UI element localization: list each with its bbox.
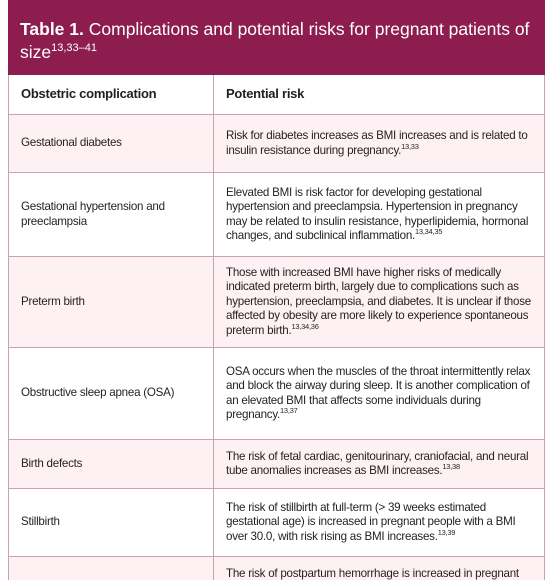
risk-cell: OSA occurs when the muscles of the throa… <box>213 347 545 440</box>
complication-cell: Gestational hypertension and preeclampsi… <box>8 172 214 257</box>
complication-text: Stillbirth <box>21 515 60 529</box>
risk-refs: 13,37 <box>280 406 298 415</box>
complication-cell: Gestational diabetes <box>8 114 214 173</box>
table: Obstetric complication Potential risk Ge… <box>8 75 545 580</box>
risk-text: Elevated BMI is risk factor for developi… <box>226 185 529 243</box>
risk-cell: Those with increased BMI have higher ris… <box>213 256 545 348</box>
table-title-bar: Table 1. Complications and potential ris… <box>8 0 545 75</box>
risk-text: The risk of fetal cardiac, genitourinary… <box>226 449 529 478</box>
complication-text: Preterm birth <box>21 294 85 308</box>
table-row: Obstructive sleep apnea (OSA) OSA occurs … <box>8 347 545 440</box>
risk-text: The risk of postpartum hemorrhage is inc… <box>226 567 519 580</box>
risk-cell: The risk of fetal cardiac, genitourinary… <box>213 439 545 489</box>
risk-refs: 13,38 <box>442 462 460 471</box>
complication-cell: Obstructive sleep apnea (OSA) <box>8 347 214 440</box>
complication-text: Gestational diabetes <box>21 136 122 150</box>
risk-text: OSA occurs when the muscles of the throa… <box>226 364 531 422</box>
risk-text: Risk for diabetes increases as BMI incre… <box>226 129 528 157</box>
risk-text: The risk of stillbirth at full-term (> 3… <box>226 500 516 543</box>
table-row: Stillbirth The risk of stillbirth at full… <box>8 488 545 557</box>
risk-cell: Elevated BMI is risk factor for developi… <box>213 172 545 257</box>
risk-refs: 13,34,35 <box>415 227 443 236</box>
table-row: Birth defects The risk of fetal cardiac, … <box>8 439 545 489</box>
table-title-refs: 13,33–41 <box>51 42 98 54</box>
header-cell: Obstetric complication <box>8 75 214 115</box>
risk-refs: 13,33 <box>401 141 419 151</box>
risk-cell: The risk of postpartum hemorrhage is inc… <box>213 556 545 580</box>
table-row: The risk of postpartum hemorrhage is inc… <box>8 556 545 580</box>
complication-text: Obstructive sleep apnea (OSA) <box>21 386 175 400</box>
complication-cell: Stillbirth <box>8 488 214 557</box>
risk-refs: 13,39 <box>437 527 456 537</box>
risk-cell: The risk of stillbirth at full-term (> 3… <box>213 488 545 557</box>
risk-cell: Risk for diabetes increases as BMI incre… <box>213 114 545 173</box>
complication-text: Gestational hypertension and preeclampsi… <box>21 200 165 228</box>
header-row: Obstetric complication Potential risk <box>8 75 545 115</box>
table-row: Gestational hypertension and preeclampsi… <box>8 172 545 257</box>
complication-cell <box>8 556 214 580</box>
table-row: Preterm birth Those with increased BMI ha… <box>8 256 545 348</box>
table-body: Gestational diabetes Risk for diabetes in… <box>8 114 545 580</box>
table-row: Gestational diabetes Risk for diabetes in… <box>8 114 545 173</box>
header-cell: Potential risk <box>213 75 545 115</box>
risk-refs: 13,34,36 <box>291 321 319 331</box>
risk-text: Those with increased BMI have higher ris… <box>226 265 531 337</box>
table-label: Table 1. <box>20 19 84 39</box>
complication-cell: Preterm birth <box>8 256 214 348</box>
table-title: Complications and potential risks for pr… <box>20 19 530 62</box>
complication-text: Birth defects <box>21 456 83 470</box>
complication-cell: Birth defects <box>8 439 214 489</box>
